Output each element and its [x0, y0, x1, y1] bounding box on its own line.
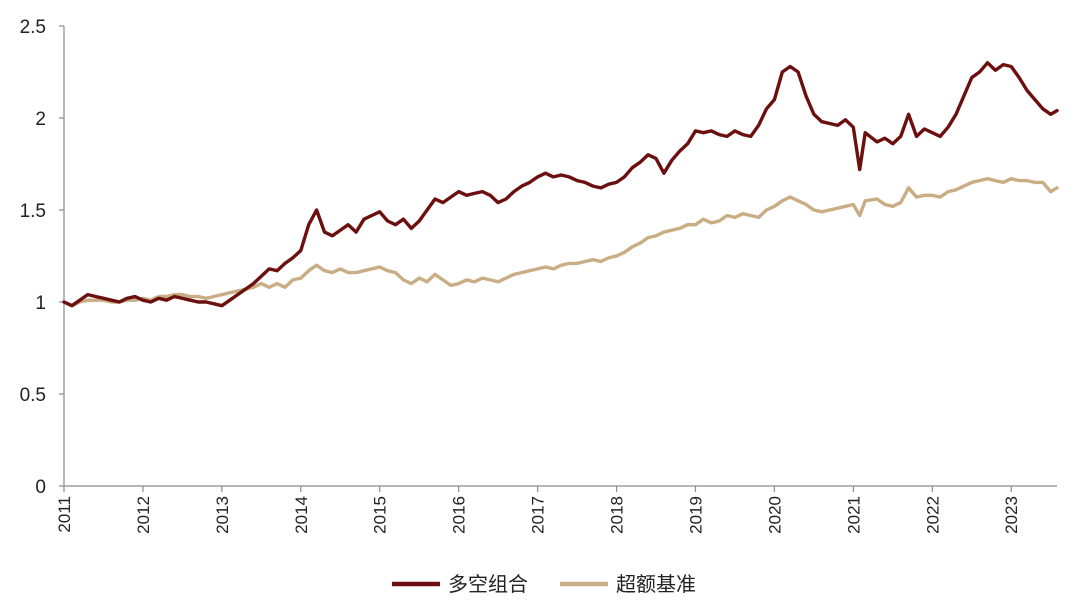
- x-axis: 2011 2012 2013 2014 2015 2016 2017 2018 2019 2020…: [55, 485, 1057, 534]
- x-tick-label: 2018: [608, 496, 627, 534]
- x-tick-label: 2011: [55, 496, 74, 533]
- x-tick-label: 2017: [529, 496, 548, 534]
- legend-label-0: 多空组合: [448, 573, 528, 596]
- legend: 多空组合 超额基准: [392, 573, 696, 596]
- legend-label-1: 超额基准: [616, 573, 696, 596]
- series-line-0: [62, 61, 1059, 308]
- x-tick-label: 2019: [686, 496, 705, 534]
- series-line-1: [62, 177, 1059, 308]
- x-tick-label: 2015: [371, 496, 390, 534]
- x-tick-label: 2013: [213, 496, 232, 534]
- x-tick-label: 2012: [134, 496, 153, 534]
- y-tick-label: 0.5: [20, 385, 46, 406]
- x-tick-label: 2014: [292, 496, 311, 534]
- series-layer: [62, 61, 1059, 308]
- y-axis: 0 0.5 1 1.5 2 2.5: [20, 17, 65, 498]
- x-tick-label: 2016: [450, 496, 469, 534]
- y-tick-label: 2.5: [20, 17, 46, 38]
- x-tick-label: 2020: [765, 496, 784, 534]
- y-tick-label: 1: [35, 293, 46, 314]
- x-tick-label: 2021: [844, 496, 863, 534]
- y-tick-label: 2: [35, 109, 46, 130]
- x-tick-label: 2023: [1002, 496, 1021, 534]
- y-tick-label: 0: [35, 477, 46, 498]
- y-tick-label: 1.5: [20, 201, 46, 222]
- x-tick-label: 2022: [923, 496, 942, 534]
